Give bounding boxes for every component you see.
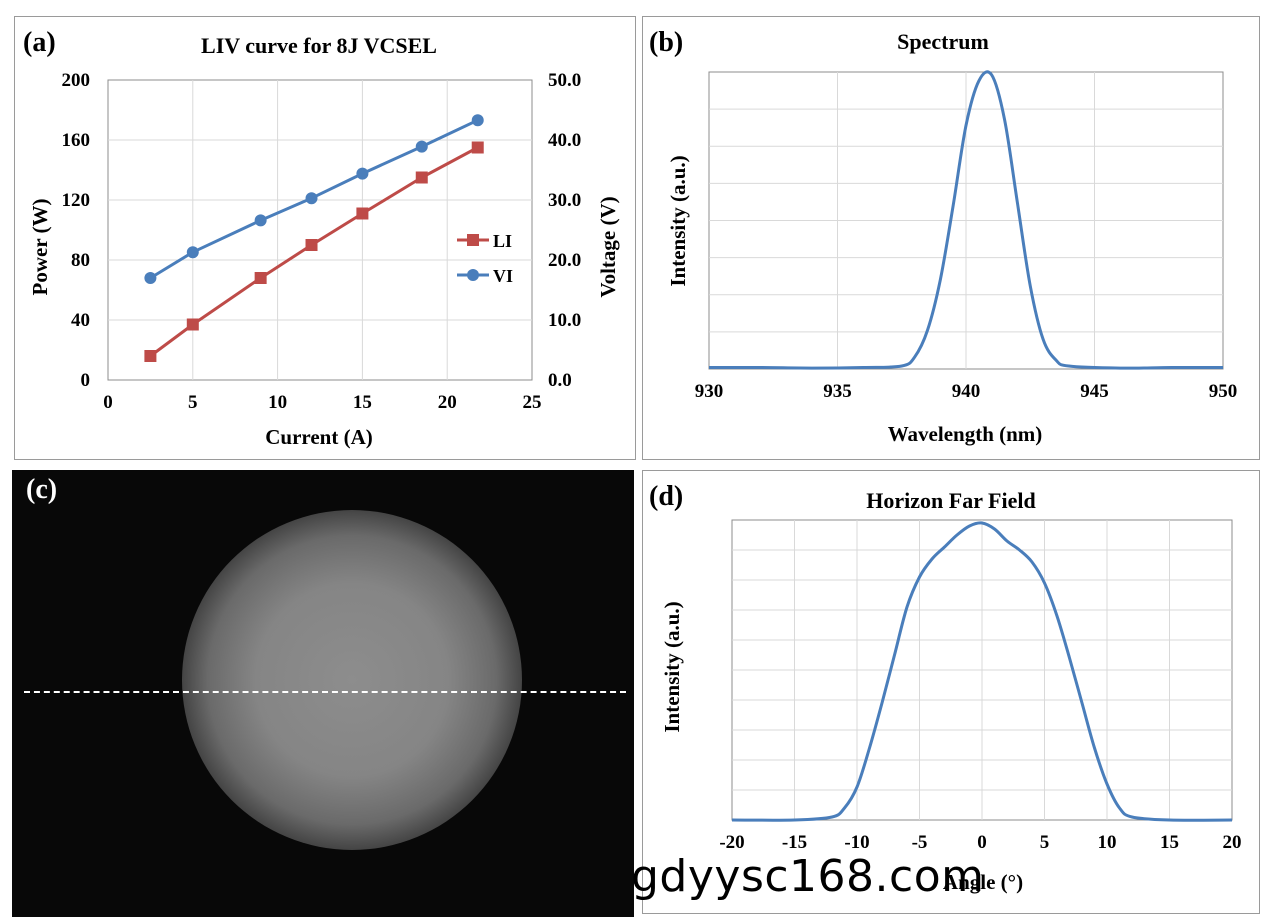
li-data-point [471,141,484,154]
li-data-point [356,207,369,220]
x-tick-label: -10 [844,832,869,853]
chart-a-title: LIV curve for 8J VCSEL [201,33,437,58]
x-tick-label: 10 [268,392,287,413]
chart-b-ylabel: Intensity (a.u.) [666,155,690,286]
chart-a-ylabel: Power (W) [28,199,52,296]
x-tick-label: -15 [782,832,807,853]
horizontal-cut-line [24,691,626,693]
chart-b-svg: (b) Spectrum Wavelength (nm) Intensity (… [649,27,1238,446]
y-tick-label: 0 [81,370,91,391]
vi-data-point [254,214,267,227]
x-tick-label: 950 [1209,381,1238,402]
x-tick-label: 935 [823,381,852,402]
beam-spot [182,510,522,850]
x-tick-label: 940 [952,381,981,402]
series-line-curve-0 [708,70,1224,370]
panel-b-label: (b) [649,27,683,58]
x-tick-label: 5 [1040,832,1050,853]
chart-d-svg: (d) Horizon Far Field Angle (°) Intensit… [649,481,1242,894]
x-tick-label: -20 [719,832,744,853]
y2-tick-label: 10.0 [548,310,581,331]
legend-label-vi: VI [493,266,513,286]
plot-area-border [107,79,533,381]
panel-b: (b) Spectrum Wavelength (nm) Intensity (… [642,16,1260,460]
li-data-point [144,350,157,362]
x-tick-label: 10 [1098,832,1117,853]
x-tick-label: 15 [1160,832,1179,853]
chart-a-y2label: Voltage (V) [596,196,620,297]
vi-data-point [415,140,428,153]
series-line-li [149,146,479,358]
panel-c-label: (c) [26,474,58,505]
vi-data-point [144,272,157,284]
x-tick-label: 0 [103,392,113,413]
x-tick-label: 5 [188,392,198,413]
series-line-curve-0 [731,521,1233,822]
chart-b-xlabel: Wavelength (nm) [888,422,1043,446]
y-tick-label: 160 [62,130,91,151]
y-tick-label: 200 [62,70,91,91]
chart-d-ylabel: Intensity (a.u.) [660,601,684,732]
y2-tick-label: 30.0 [548,190,581,211]
x-tick-label: 0 [977,832,987,853]
li-data-point [305,239,318,251]
chart-a-xlabel: Current (A) [265,425,373,449]
x-tick-label: 930 [695,381,724,402]
panel-a-label: (a) [23,27,56,58]
vi-data-point [356,167,369,180]
li-data-point [186,318,199,331]
y-tick-label: 80 [71,250,90,271]
vi-data-point [186,246,199,259]
chart-a-svg: (a) LIV curve for 8J VCSEL Current (A) P… [23,27,620,449]
panel-c-beam-image: (c) [12,470,634,917]
panel-d: (d) Horizon Far Field Angle (°) Intensit… [642,470,1260,914]
y2-tick-label: 40.0 [548,130,581,151]
x-tick-label: 945 [1080,381,1109,402]
legend-marker-vi [467,269,479,281]
chart-d-xlabel: Angle (°) [943,870,1023,894]
x-tick-label: -5 [912,832,928,853]
legend-marker-li [467,234,479,246]
panel-a: (a) LIV curve for 8J VCSEL Current (A) P… [14,16,636,460]
li-data-point [415,171,428,184]
panel-d-label: (d) [649,481,683,512]
chart-d-title: Horizon Far Field [866,488,1035,513]
x-tick-label: 20 [1223,832,1242,853]
vi-data-point [471,114,484,127]
y2-tick-label: 20.0 [548,250,581,271]
y-tick-label: 120 [62,190,91,211]
vi-data-point [305,192,318,205]
y2-tick-label: 50.0 [548,70,581,91]
watermark-text: gdyysc168.com [631,851,985,902]
legend-label-li: LI [493,231,512,251]
y2-tick-label: 0.0 [548,370,572,391]
chart-b-title: Spectrum [897,29,989,54]
li-data-point [254,272,267,284]
x-tick-label: 15 [353,392,372,413]
x-tick-label: 20 [438,392,457,413]
x-tick-label: 25 [523,392,542,413]
y-tick-label: 40 [71,310,90,331]
